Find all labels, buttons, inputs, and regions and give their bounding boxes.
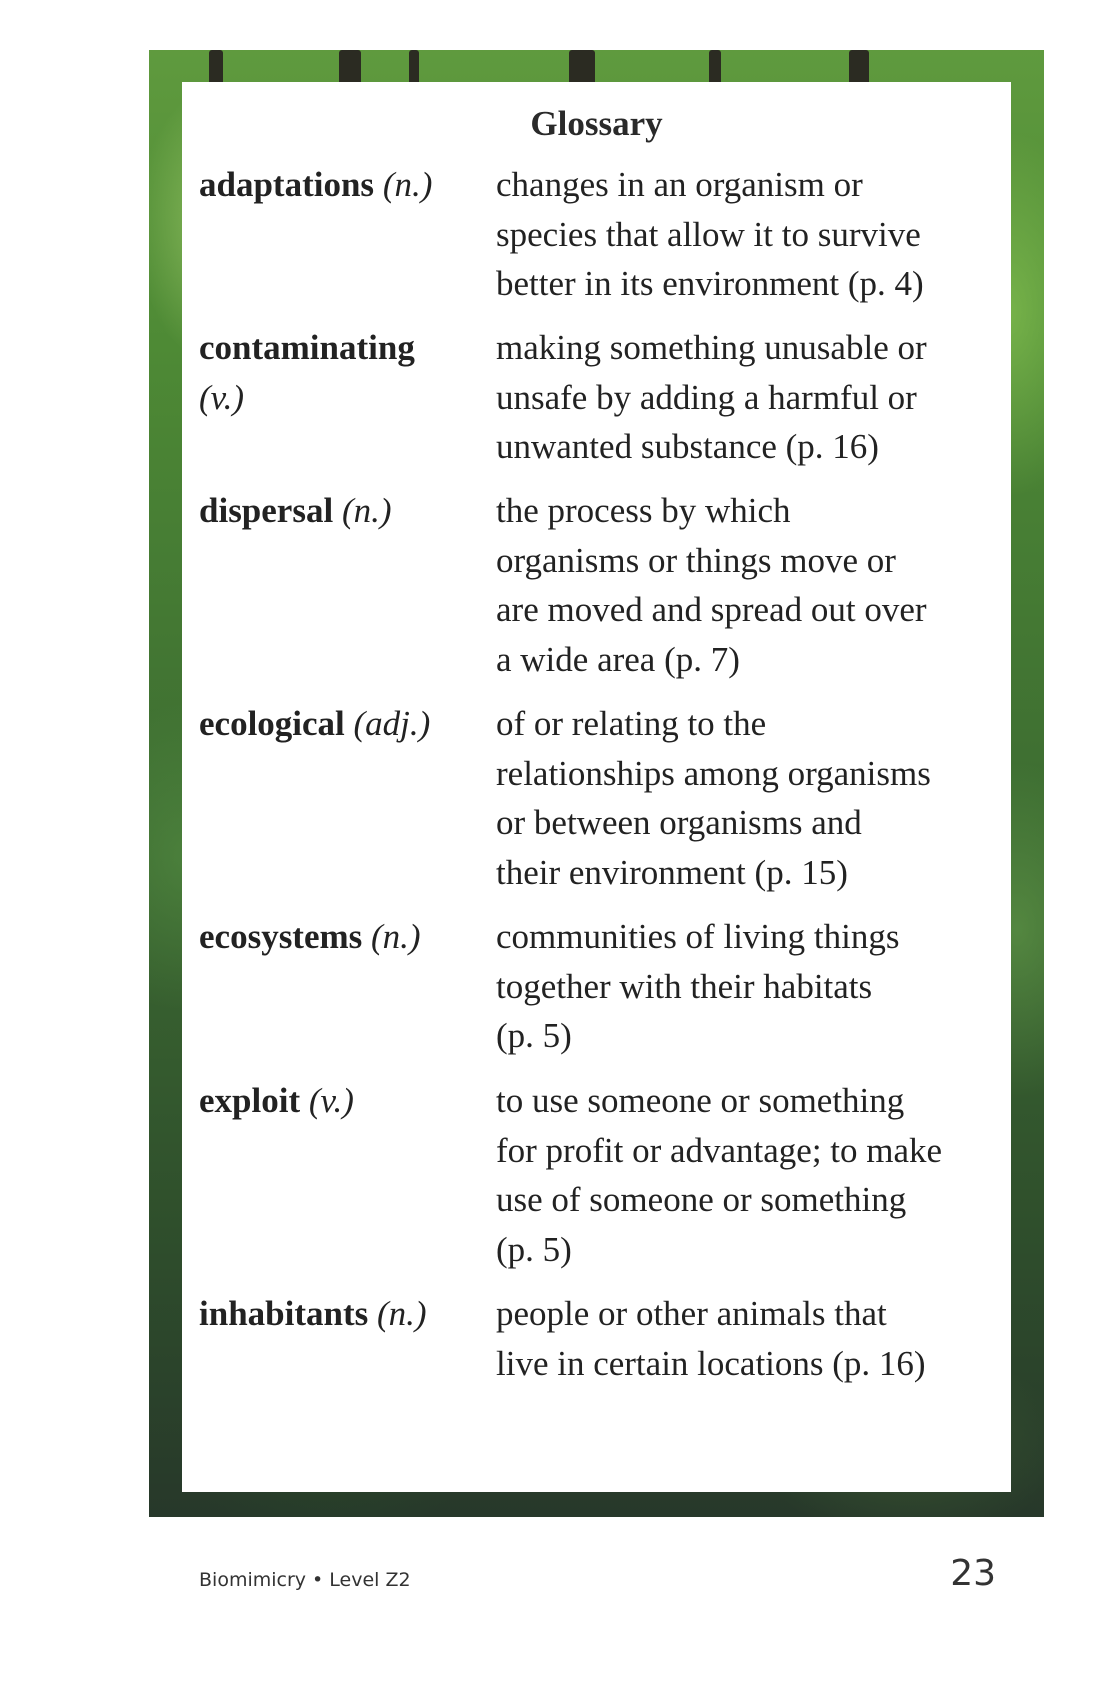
term-part-of-speech: (v.) — [308, 1081, 354, 1120]
book-info: Biomimicry • Level Z2 — [199, 1569, 411, 1591]
term-part-of-speech: (v.) — [199, 377, 244, 417]
term-definition: to use someone or something for profit o… — [496, 1081, 943, 1269]
glossary-term: contaminating (v.) — [199, 323, 479, 422]
term-definition: communities of living things together wi… — [496, 917, 900, 1055]
glossary-term: exploit (v.) — [199, 1076, 479, 1126]
glossary-term: dispersal (n.) — [199, 486, 479, 536]
term-part-of-speech: (adj.) — [353, 704, 431, 743]
term-definition: of or relating to the relationships amon… — [496, 704, 931, 892]
term-definition: making something unusable or unsafe by a… — [496, 328, 927, 466]
term-definition: changes in an organism or species that a… — [496, 165, 924, 303]
term-word: ecosystems — [199, 917, 363, 956]
term-part-of-speech: (n.) — [377, 1294, 427, 1333]
glossary-term: ecosystems (n.) — [199, 912, 479, 962]
glossary-term: inhabitants (n.) — [199, 1289, 479, 1339]
term-part-of-speech: (n.) — [382, 165, 433, 204]
glossary-term: ecological (adj.) — [199, 699, 479, 749]
term-definition: people or other animals that live in cer… — [496, 1294, 926, 1383]
glossary-title: Glossary — [530, 104, 663, 143]
term-word: exploit — [199, 1081, 301, 1120]
term-part-of-speech: (n.) — [341, 491, 392, 530]
glossary-panel: Glossary adaptations (n.) changes in an … — [182, 82, 1011, 1492]
glossary-term: adaptations (n.) — [199, 160, 479, 210]
term-word: dispersal — [199, 491, 334, 530]
term-word: contaminating — [199, 328, 415, 367]
term-part-of-speech: (n.) — [371, 917, 421, 956]
term-word: ecological — [199, 704, 345, 743]
term-definition: the process by which organisms or things… — [496, 491, 927, 679]
term-word: inhabitants — [199, 1294, 369, 1333]
page-number: 23 — [950, 1553, 996, 1594]
term-word: adaptations — [199, 165, 375, 204]
